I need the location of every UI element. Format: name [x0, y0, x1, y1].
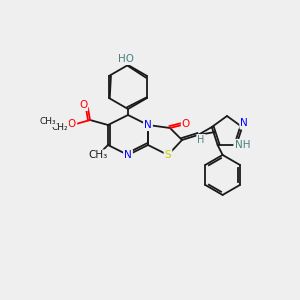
Text: NH: NH: [235, 140, 250, 150]
Text: O: O: [79, 100, 87, 110]
Text: N: N: [144, 120, 152, 130]
Text: N: N: [124, 150, 132, 160]
Text: H: H: [197, 135, 205, 145]
Text: NH: NH: [235, 141, 250, 151]
Text: CH₃: CH₃: [40, 118, 56, 127]
Text: CH₂: CH₂: [52, 122, 68, 131]
Text: O: O: [68, 119, 76, 129]
Text: CH₃: CH₃: [88, 150, 108, 160]
Text: O: O: [182, 119, 190, 129]
Text: N: N: [240, 118, 248, 128]
Text: HO: HO: [118, 54, 134, 64]
Text: N: N: [242, 119, 250, 129]
Text: S: S: [165, 150, 171, 160]
